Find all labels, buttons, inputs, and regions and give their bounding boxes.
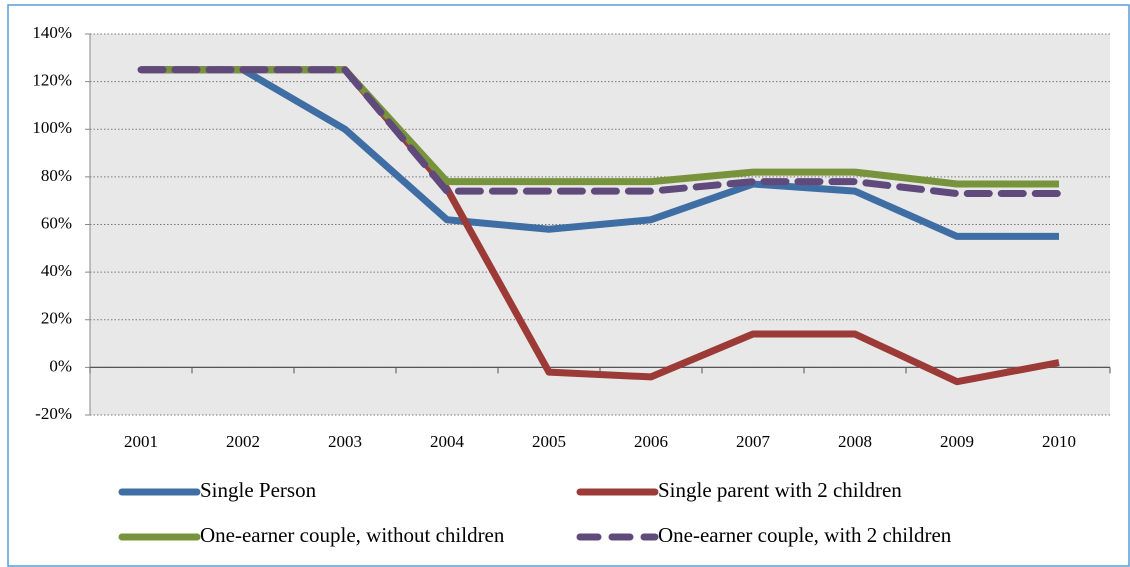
y-tick-label: 40% (41, 261, 72, 280)
y-tick-label: 60% (41, 213, 72, 232)
x-tick-label: 2001 (124, 432, 158, 451)
legend-label: Single parent with 2 children (658, 478, 902, 502)
legend-label: One-earner couple, without children (200, 523, 505, 547)
y-tick-label: 80% (41, 166, 72, 185)
y-tick-label: 20% (41, 309, 72, 328)
legend-label: Single Person (200, 478, 317, 502)
x-tick-label: 2009 (940, 432, 974, 451)
series-line (141, 66, 1059, 240)
y-tick-label: 0% (49, 356, 72, 375)
x-tick-label: 2007 (736, 432, 771, 451)
x-tick-label: 2004 (430, 432, 465, 451)
y-tick-label: -20% (35, 404, 72, 423)
y-tick-label: 140% (32, 23, 72, 42)
legend-label: One-earner couple, with 2 children (658, 523, 952, 547)
x-tick-label: 2006 (634, 432, 668, 451)
x-tick-label: 2005 (532, 432, 566, 451)
y-tick-label: 120% (32, 71, 72, 90)
y-tick-label: 100% (32, 118, 72, 137)
x-tick-label: 2010 (1042, 432, 1076, 451)
x-tick-label: 2008 (838, 432, 872, 451)
x-tick-label: 2002 (226, 432, 260, 451)
x-tick-label: 2003 (328, 432, 362, 451)
series-line (137, 66, 1063, 198)
